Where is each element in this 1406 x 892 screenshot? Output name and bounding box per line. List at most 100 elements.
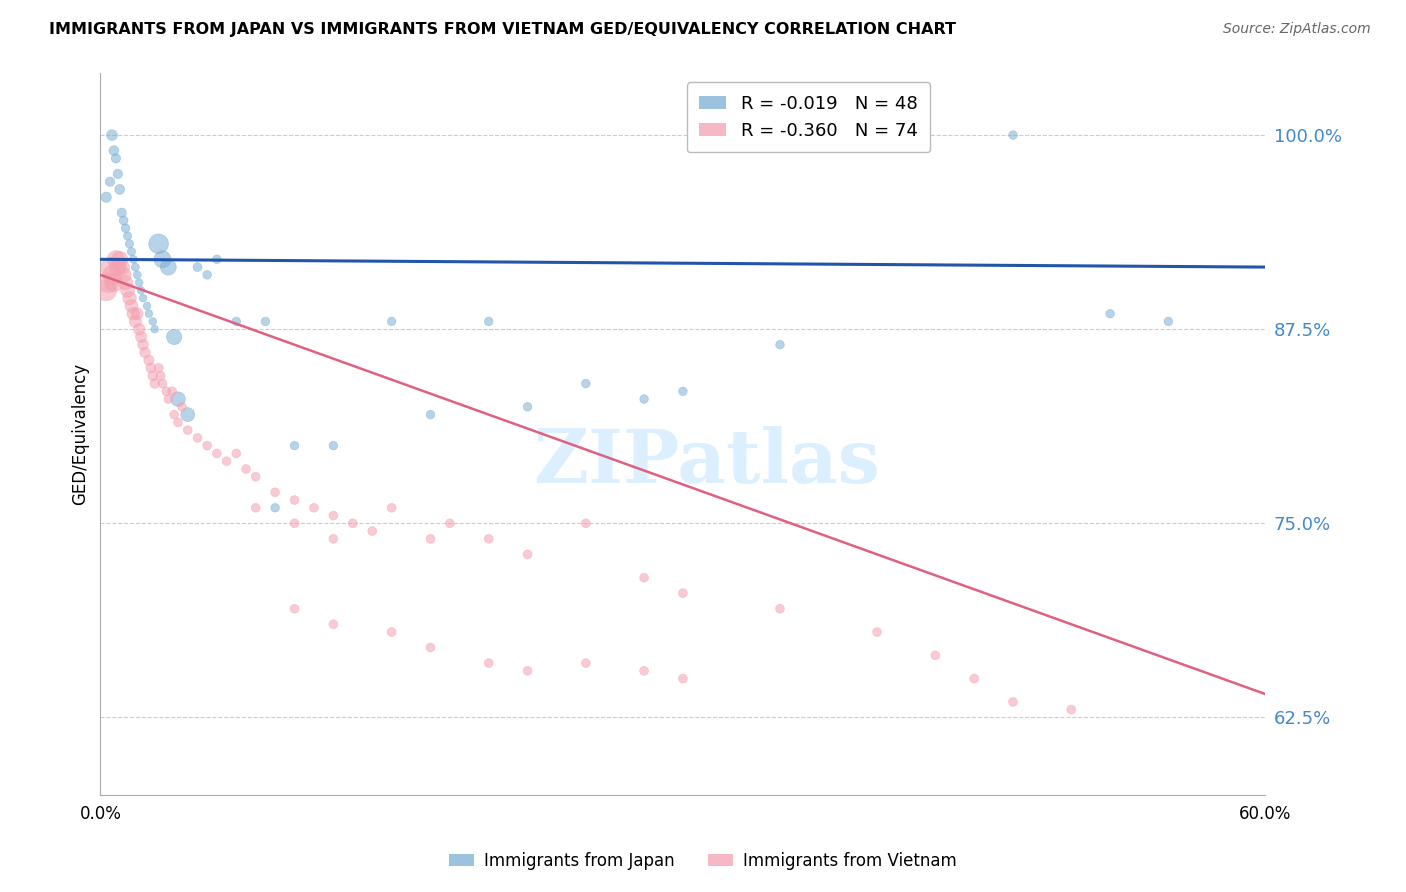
Point xyxy=(148,361,170,376)
Point xyxy=(186,431,208,445)
Point xyxy=(163,408,186,422)
Point xyxy=(107,167,129,181)
Point xyxy=(1099,307,1122,321)
Point xyxy=(124,260,146,274)
Point xyxy=(122,252,145,267)
Point xyxy=(516,547,538,561)
Point xyxy=(186,260,208,274)
Point xyxy=(478,314,501,328)
Point xyxy=(419,532,441,546)
Point xyxy=(195,439,218,453)
Point xyxy=(283,601,305,615)
Point xyxy=(225,314,247,328)
Point xyxy=(177,408,200,422)
Point xyxy=(103,276,125,290)
Point xyxy=(97,276,120,290)
Text: Source: ZipAtlas.com: Source: ZipAtlas.com xyxy=(1223,22,1371,37)
Point xyxy=(111,205,134,219)
Text: IMMIGRANTS FROM JAPAN VS IMMIGRANTS FROM VIETNAM GED/EQUIVALENCY CORRELATION CHA: IMMIGRANTS FROM JAPAN VS IMMIGRANTS FROM… xyxy=(49,22,956,37)
Point xyxy=(143,376,166,391)
Point xyxy=(111,260,134,274)
Legend: Immigrants from Japan, Immigrants from Vietnam: Immigrants from Japan, Immigrants from V… xyxy=(443,846,963,877)
Point xyxy=(148,236,170,251)
Point xyxy=(124,314,146,328)
Point xyxy=(866,625,889,640)
Point xyxy=(108,252,131,267)
Point xyxy=(633,392,655,406)
Text: ZIPatlas: ZIPatlas xyxy=(533,426,880,500)
Point xyxy=(134,345,156,359)
Point xyxy=(283,439,305,453)
Point xyxy=(136,299,159,313)
Point xyxy=(1060,703,1083,717)
Point xyxy=(155,384,177,399)
Y-axis label: GED/Equivalency: GED/Equivalency xyxy=(72,363,89,505)
Point xyxy=(98,175,121,189)
Point xyxy=(205,446,228,460)
Point xyxy=(245,500,267,515)
Point xyxy=(322,508,344,523)
Point xyxy=(128,276,150,290)
Point xyxy=(120,244,142,259)
Point xyxy=(342,516,364,531)
Point xyxy=(132,291,155,305)
Point xyxy=(142,314,165,328)
Point xyxy=(107,260,129,274)
Point xyxy=(177,423,200,437)
Point xyxy=(264,485,287,500)
Point xyxy=(302,500,325,515)
Point xyxy=(167,392,190,406)
Point xyxy=(1001,695,1024,709)
Point xyxy=(114,276,136,290)
Point xyxy=(283,493,305,508)
Point xyxy=(575,656,598,670)
Point xyxy=(157,260,180,274)
Point xyxy=(157,392,180,406)
Point xyxy=(128,322,150,336)
Point xyxy=(963,672,986,686)
Point xyxy=(245,469,267,483)
Point xyxy=(205,252,228,267)
Point xyxy=(633,571,655,585)
Point xyxy=(127,307,149,321)
Point xyxy=(215,454,238,468)
Point xyxy=(108,182,131,196)
Point xyxy=(439,516,461,531)
Point xyxy=(575,516,598,531)
Legend: R = -0.019   N = 48, R = -0.360   N = 74: R = -0.019 N = 48, R = -0.360 N = 74 xyxy=(686,82,931,153)
Point xyxy=(235,462,257,476)
Point xyxy=(322,617,344,632)
Point xyxy=(118,291,141,305)
Point xyxy=(167,416,190,430)
Point xyxy=(322,439,344,453)
Point xyxy=(672,384,695,399)
Point xyxy=(143,322,166,336)
Point xyxy=(101,128,124,142)
Point xyxy=(112,268,135,282)
Point xyxy=(1001,128,1024,142)
Point xyxy=(98,260,121,274)
Point xyxy=(381,500,404,515)
Point xyxy=(142,368,165,383)
Point xyxy=(170,400,193,414)
Point xyxy=(163,330,186,344)
Point xyxy=(633,664,655,678)
Point xyxy=(322,532,344,546)
Point xyxy=(478,656,501,670)
Point xyxy=(769,601,792,615)
Point xyxy=(117,229,139,244)
Point xyxy=(120,299,142,313)
Point xyxy=(672,586,695,600)
Point xyxy=(160,384,183,399)
Point xyxy=(381,625,404,640)
Point xyxy=(96,284,118,298)
Point xyxy=(1157,314,1180,328)
Point xyxy=(516,400,538,414)
Point xyxy=(132,337,155,351)
Point xyxy=(361,524,384,538)
Point xyxy=(112,213,135,227)
Point xyxy=(152,252,174,267)
Point xyxy=(104,152,127,166)
Point xyxy=(104,252,127,267)
Point xyxy=(478,532,501,546)
